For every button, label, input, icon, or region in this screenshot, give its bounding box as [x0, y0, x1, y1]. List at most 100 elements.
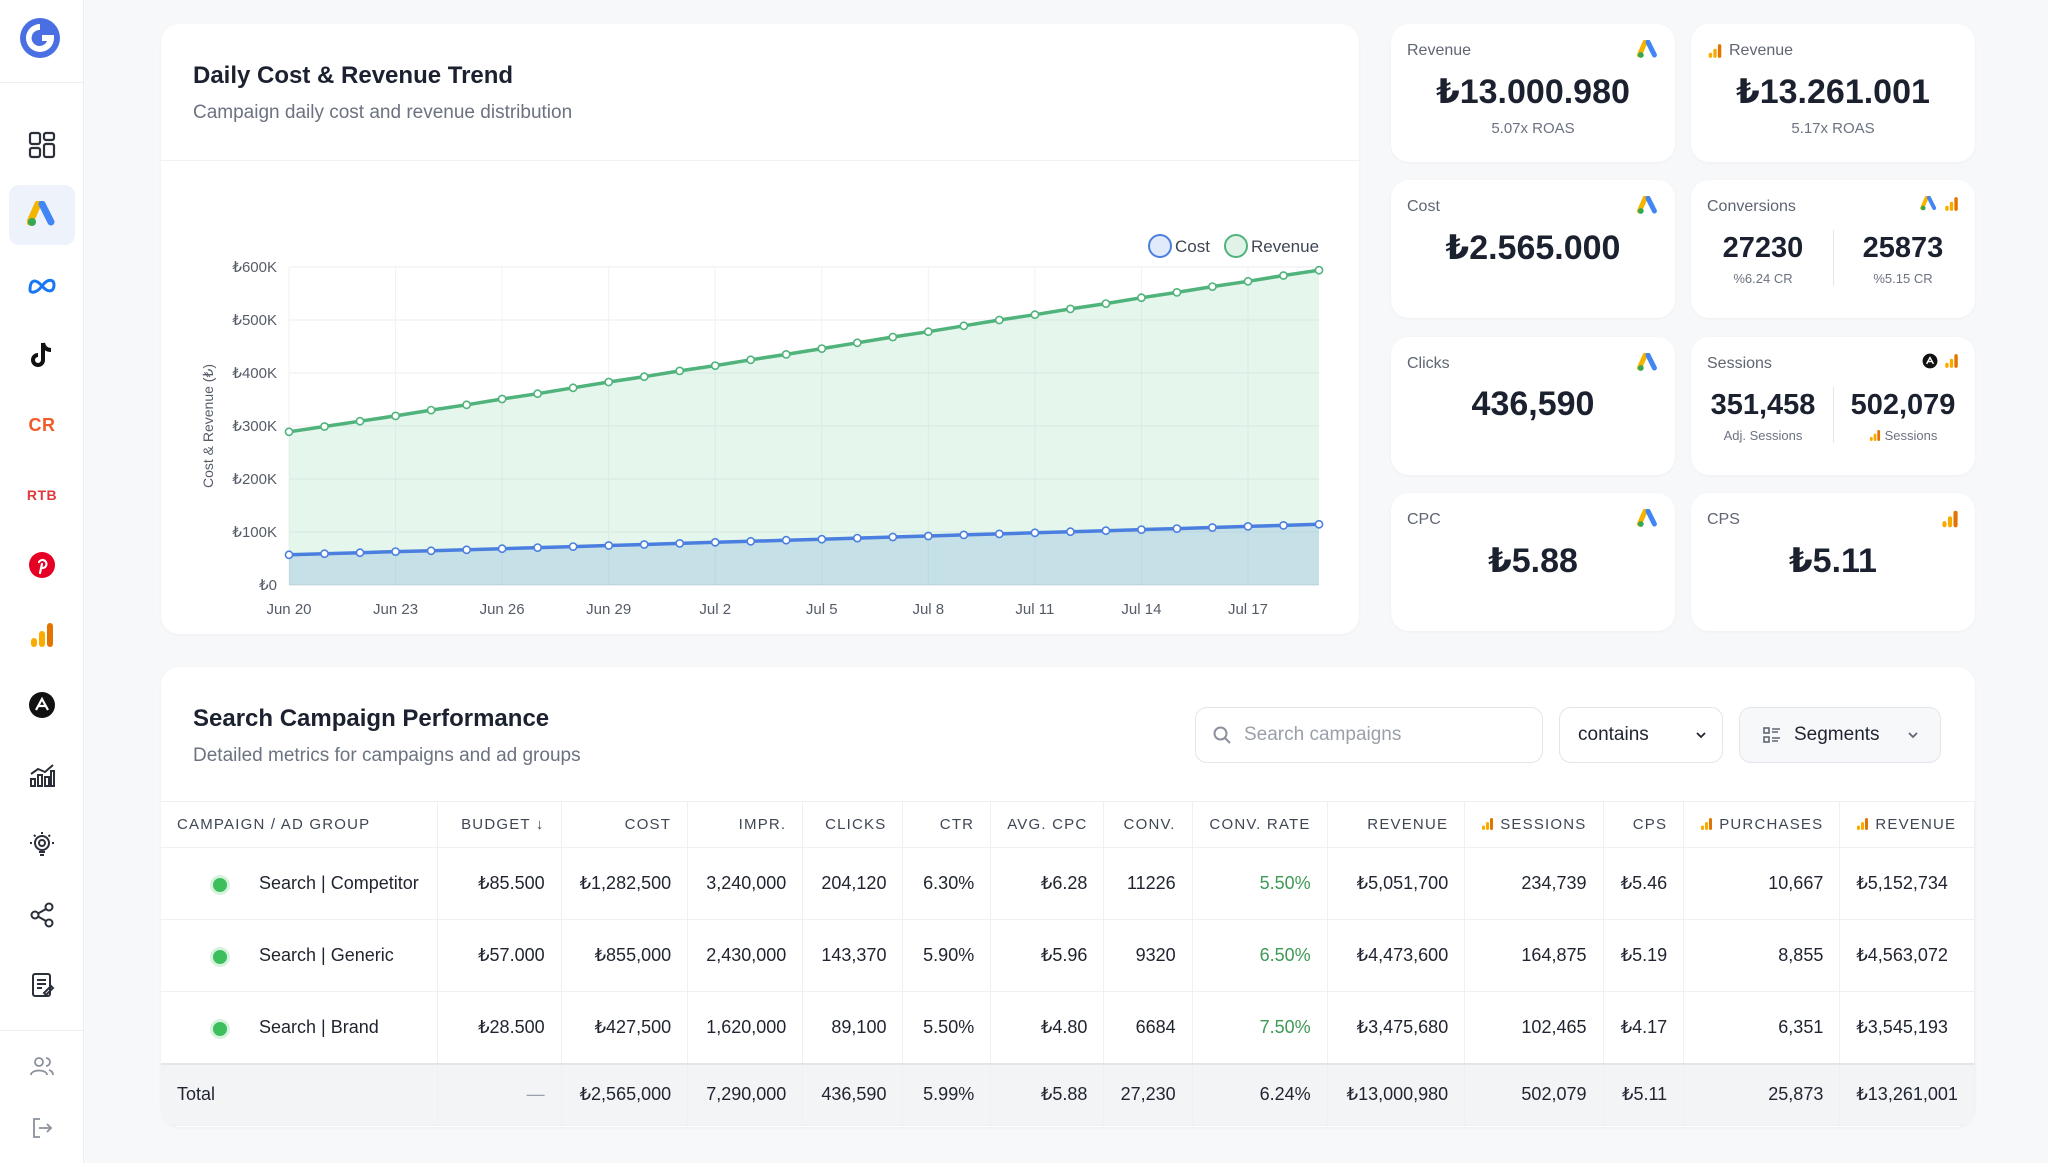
- campaign-table: CAMPAIGN / AD GROUP BUDGET ↓ COST IMPR. …: [161, 801, 1975, 1126]
- y-tick-label: ₺400K: [232, 365, 277, 382]
- sidebar-item-tiktok[interactable]: [9, 325, 75, 385]
- cost-point: [923, 531, 933, 541]
- google-analytics-icon: [1945, 197, 1958, 211]
- revenue-area: [289, 270, 1319, 585]
- cost-point: [1279, 520, 1288, 530]
- users-icon: [30, 1057, 54, 1076]
- google-ads-icon: [1637, 353, 1657, 371]
- revenue-point: [1030, 310, 1040, 320]
- revenue-point: [888, 332, 898, 342]
- dashboard-grid-icon: [28, 131, 56, 159]
- tiktok-icon: [31, 342, 52, 367]
- col-conversions[interactable]: CONV.: [1103, 801, 1193, 848]
- sidebar-item-insights[interactable]: [9, 815, 75, 875]
- sidebar-item-rtb[interactable]: RTB: [9, 465, 75, 525]
- y-tick-label: ₺500K: [232, 312, 277, 329]
- sessions-cell: 102,465: [1464, 991, 1604, 1064]
- conversions-cell: 9320: [1103, 919, 1193, 992]
- sessions-cell: 234,739: [1464, 847, 1604, 920]
- cost-cell: ₺855,000: [561, 919, 689, 992]
- sidebar-item-users[interactable]: [9, 1036, 75, 1096]
- sidebar-item-pinterest[interactable]: [9, 535, 75, 595]
- sidebar-item-appsflyer[interactable]: [9, 675, 75, 735]
- kpi-value: ₺5.11: [1789, 542, 1877, 580]
- col-conv-rate[interactable]: CONV. RATE: [1192, 801, 1328, 848]
- x-tick-label: Jun 29: [586, 601, 631, 618]
- campaign-cell[interactable]: Search | Generic: [161, 919, 439, 992]
- col-purchases[interactable]: PURCHASES: [1683, 801, 1841, 848]
- revenue-point: [994, 315, 1004, 325]
- cost-point: [497, 544, 507, 554]
- col-ctr[interactable]: CTR: [902, 801, 992, 848]
- sidebar-divider: [0, 1030, 84, 1031]
- cost-point: [355, 548, 365, 558]
- status-active-dot: [213, 878, 227, 892]
- ctr-cell: 5.50%: [902, 991, 992, 1064]
- revenue-point: [1243, 276, 1253, 286]
- table-row[interactable]: Search | Brand ₺28.500 ₺427,500 1,620,00…: [161, 991, 1975, 1064]
- cost-point: [1172, 524, 1182, 533]
- col-ga-revenue[interactable]: REVENUE: [1839, 801, 1975, 848]
- revenue-point: [462, 400, 471, 410]
- sidebar-item-criteo[interactable]: CR: [9, 395, 75, 455]
- table-title: Search Campaign Performance: [193, 705, 550, 732]
- col-revenue[interactable]: REVENUE: [1327, 801, 1466, 848]
- segments-button[interactable]: Segments: [1739, 707, 1941, 763]
- lightbulb-icon: [30, 832, 54, 856]
- col-budget[interactable]: BUDGET ↓: [437, 801, 562, 848]
- filter-mode-select[interactable]: contains: [1559, 707, 1723, 763]
- sidebar-item-documents[interactable]: [9, 955, 75, 1015]
- conversions-cell: 11226: [1103, 847, 1193, 920]
- sidebar-item-reports[interactable]: [9, 745, 75, 805]
- cost-cell: ₺427,500: [561, 991, 689, 1064]
- sidebar-item-google-ads[interactable]: [9, 185, 75, 245]
- x-tick-label: Jul 2: [699, 601, 731, 618]
- campaign-search[interactable]: [1195, 707, 1543, 763]
- cost-point: [888, 532, 898, 542]
- chart-subtitle: Campaign daily cost and revenue distribu…: [193, 102, 573, 123]
- revenue-point: [852, 338, 862, 348]
- total-budget: —: [437, 1062, 562, 1126]
- revenue-point: [391, 411, 400, 421]
- table-header-row: CAMPAIGN / AD GROUP BUDGET ↓ COST IMPR. …: [161, 801, 1975, 848]
- app-logo-icon[interactable]: [16, 14, 64, 62]
- col-clicks[interactable]: CLICKS: [802, 801, 904, 848]
- total-ga-revenue: ₺13,261,001: [1839, 1062, 1975, 1126]
- revenue-point: [639, 372, 649, 382]
- campaign-cell[interactable]: Search | Competitor: [161, 847, 439, 920]
- sidebar-item-logout[interactable]: [9, 1100, 75, 1156]
- cost-point: [533, 543, 542, 552]
- y-tick-label: ₺200K: [232, 471, 277, 488]
- revenue-point: [426, 405, 436, 415]
- revenue-point: [1066, 304, 1075, 314]
- cost-point: [1137, 525, 1146, 534]
- table-row[interactable]: Search | Generic ₺57.000 ₺855,000 2,430,…: [161, 919, 1975, 992]
- sidebar-item-meta[interactable]: [9, 255, 75, 315]
- col-sessions[interactable]: SESSIONS: [1464, 801, 1604, 848]
- sidebar-item-google-analytics[interactable]: [9, 605, 75, 665]
- cost-point: [320, 549, 329, 559]
- campaign-name: Search | Brand: [259, 1016, 379, 1037]
- col-campaign[interactable]: CAMPAIGN / AD GROUP: [161, 801, 439, 848]
- col-cps[interactable]: CPS: [1603, 801, 1685, 848]
- logout-icon: [33, 1118, 53, 1138]
- purchases-cell: 10,667: [1683, 847, 1841, 920]
- cost-point: [1030, 528, 1040, 538]
- col-cost[interactable]: COST: [561, 801, 689, 848]
- col-avg-cpc[interactable]: AVG. CPC: [990, 801, 1105, 848]
- table-row[interactable]: Search | Competitor ₺85.500 ₺1,282,500 3…: [161, 847, 1975, 920]
- pinterest-icon: [29, 552, 55, 578]
- sidebar-item-dashboard[interactable]: [9, 115, 75, 175]
- cost-revenue-line-chart[interactable]: ₺0 ₺100K ₺200K ₺300K ₺400K ₺500K ₺600K Jun 20 Ju…: [161, 161, 1359, 631]
- campaign-name: Search | Generic: [259, 945, 394, 965]
- kpi-value: 27230: [1722, 232, 1804, 264]
- revenue-point: [604, 377, 614, 387]
- col-impressions[interactable]: IMPR.: [687, 801, 804, 848]
- kpi-label: Revenue: [1729, 42, 1794, 59]
- cost-revenue-chart-card: Daily Cost & Revenue Trend Campaign dail…: [161, 24, 1359, 634]
- campaign-cell[interactable]: Search | Brand: [161, 991, 439, 1064]
- total-sessions: 502,079: [1464, 1062, 1604, 1126]
- sidebar-item-share[interactable]: [9, 885, 75, 945]
- search-input[interactable]: [1244, 724, 1534, 746]
- impressions-cell: 1,620,000: [687, 991, 804, 1064]
